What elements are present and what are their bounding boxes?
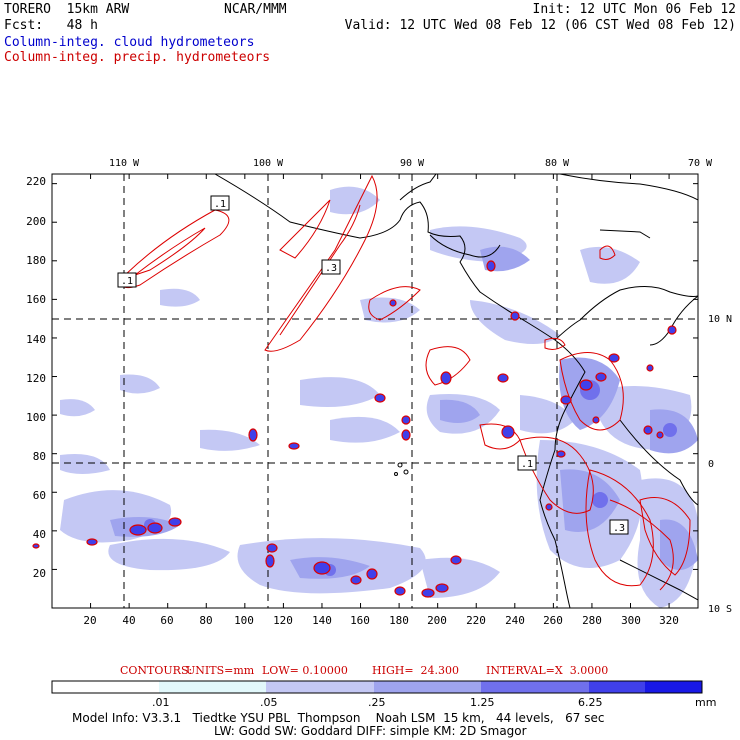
contour-label-box: .1 bbox=[117, 272, 137, 288]
precip-field-label: Column-integ. precip. hydrometeors bbox=[4, 50, 271, 65]
x-tick-label: 60 bbox=[160, 614, 173, 627]
colorbar-segment bbox=[374, 681, 481, 693]
latitude-labels: 10 N 0 10 S bbox=[708, 314, 732, 615]
y-tick-label: 80 bbox=[33, 450, 46, 463]
x-tick-label: 40 bbox=[122, 614, 135, 627]
y-tick-label: 220 bbox=[26, 175, 46, 188]
x-tick-label: 100 bbox=[234, 614, 254, 627]
y-tick-label: 200 bbox=[26, 215, 46, 228]
contour-label-box: .3 bbox=[321, 259, 341, 275]
x-tick-label: 220 bbox=[466, 614, 486, 627]
y-tick-labels: 220 200 180 160 140 120 100 80 60 40 20 bbox=[26, 175, 46, 580]
contour-label-box: .1 bbox=[210, 195, 230, 211]
y-tick-label: 40 bbox=[33, 528, 46, 541]
y-tick-label: 20 bbox=[33, 567, 46, 580]
colorbar bbox=[51, 680, 703, 694]
colorbar-tick: 1.25 bbox=[470, 696, 495, 709]
model-info-line2: LW: Godd SW: Goddard DIFF: simple KM: 2D… bbox=[214, 724, 527, 738]
colorbar-tick: .25 bbox=[368, 696, 386, 709]
x-tick-label: 200 bbox=[427, 614, 447, 627]
colorbar-tick: .01 bbox=[152, 696, 170, 709]
contour-label: .1 bbox=[521, 459, 533, 470]
valid-time: Valid: 12 UTC Wed 08 Feb 12 (06 CST Wed … bbox=[344, 18, 736, 33]
x-tick-labels: 20 40 60 80 100 120 140 160 180 200 220 … bbox=[83, 614, 679, 627]
init-time: Init: 12 UTC Mon 06 Feb 12 bbox=[532, 2, 737, 17]
cloud-field-label: Column-integ. cloud hydrometeors bbox=[4, 35, 255, 50]
x-tick-label: 320 bbox=[659, 614, 679, 627]
longitude-labels: 110 W 100 W 90 W 80 W 70 W bbox=[109, 158, 713, 169]
lon-label: 100 W bbox=[253, 158, 284, 169]
x-tick-label: 160 bbox=[350, 614, 370, 627]
contours-low: LOW= 0.10000 bbox=[262, 664, 348, 677]
lon-label: 90 W bbox=[400, 158, 425, 169]
lat-lon-grid bbox=[52, 174, 698, 608]
x-tick-label: 300 bbox=[621, 614, 641, 627]
forecast-hour: Fcst: 48 h bbox=[4, 18, 98, 33]
y-tick-label: 100 bbox=[26, 411, 46, 424]
contour-label: .1 bbox=[214, 199, 226, 210]
contour-label-box: .1 bbox=[517, 455, 537, 471]
colorbar-unit: mm bbox=[695, 696, 717, 709]
contour-info: CONTOURS: UNITS=mm LOW= 0.10000 HIGH= 24… bbox=[0, 664, 740, 678]
map-frame bbox=[51, 173, 699, 609]
contours-interval: INTERVAL=X 3.0000 bbox=[486, 664, 609, 677]
contour-label: .3 bbox=[325, 263, 337, 274]
y-tick-label: 180 bbox=[26, 254, 46, 267]
x-tick-label: 180 bbox=[389, 614, 409, 627]
axis-ticks bbox=[51, 174, 698, 609]
x-tick-label: 80 bbox=[199, 614, 212, 627]
lat-label: 10 N bbox=[708, 314, 732, 325]
cloud-shading-layer bbox=[60, 186, 698, 608]
lon-label: 80 W bbox=[545, 158, 570, 169]
colorbar-segment bbox=[266, 681, 374, 693]
colorbar-tick: 6.25 bbox=[578, 696, 603, 709]
colorbar-segment bbox=[589, 681, 645, 693]
x-tick-label: 120 bbox=[273, 614, 293, 627]
colorbar-tick: .05 bbox=[260, 696, 278, 709]
y-tick-label: 120 bbox=[26, 372, 46, 385]
x-tick-label: 20 bbox=[83, 614, 96, 627]
contour-label-boxes: .1 .1 .3 .1 .3 bbox=[117, 195, 629, 535]
lon-label: 70 W bbox=[688, 158, 713, 169]
x-tick-label: 280 bbox=[582, 614, 602, 627]
lon-label: 110 W bbox=[109, 158, 140, 169]
colorbar-segment bbox=[159, 681, 266, 693]
model-title: TORERO 15km ARW bbox=[4, 2, 130, 17]
model-info-line1: Model Info: V3.3.1 Tiedtke YSU PBL Thomp… bbox=[72, 711, 605, 725]
contours-high: HIGH= 24.300 bbox=[372, 664, 460, 677]
colorbar-segment bbox=[481, 681, 589, 693]
y-tick-label: 140 bbox=[26, 333, 46, 346]
x-tick-label: 140 bbox=[312, 614, 332, 627]
y-tick-label: 160 bbox=[26, 293, 46, 306]
coastlines bbox=[214, 174, 698, 608]
colorbar-segment bbox=[645, 681, 702, 693]
contours-label: CONTOURS: bbox=[120, 664, 193, 677]
organization: NCAR/MMM bbox=[224, 2, 287, 17]
contour-label: .1 bbox=[121, 276, 133, 287]
contours-units: UNITS=mm bbox=[186, 664, 255, 677]
lat-label: 10 S bbox=[708, 604, 732, 615]
contour-label: .3 bbox=[613, 523, 625, 534]
lat-label: 0 bbox=[708, 459, 714, 470]
precip-contours bbox=[119, 174, 691, 591]
y-tick-label: 60 bbox=[33, 489, 46, 502]
x-tick-label: 260 bbox=[543, 614, 563, 627]
precip-cores bbox=[32, 260, 677, 598]
colorbar-segment bbox=[52, 681, 159, 693]
x-tick-label: 240 bbox=[505, 614, 525, 627]
contour-label-box: .3 bbox=[609, 519, 629, 535]
